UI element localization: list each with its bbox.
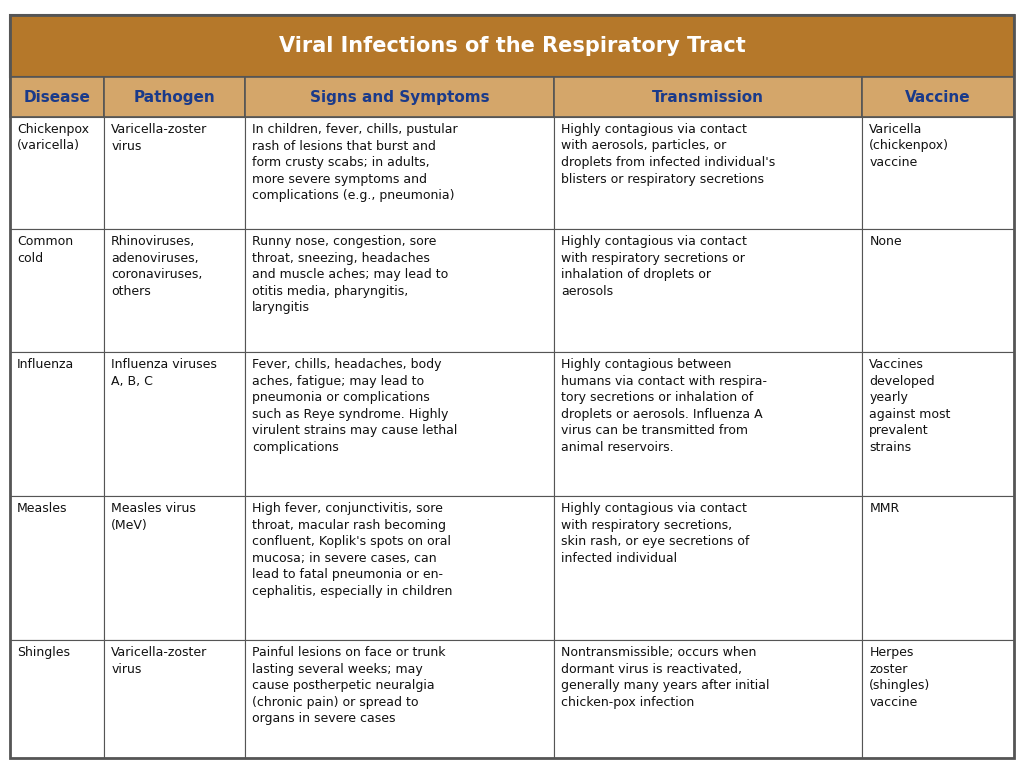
- Bar: [554, 117, 862, 229]
- Bar: [862, 352, 1014, 496]
- Bar: [862, 117, 1014, 229]
- Bar: [104, 496, 246, 641]
- Text: Transmission: Transmission: [652, 90, 764, 104]
- Bar: [246, 117, 554, 229]
- Text: Signs and Symptoms: Signs and Symptoms: [310, 90, 489, 104]
- Bar: [862, 496, 1014, 641]
- Bar: [246, 352, 554, 496]
- Bar: [862, 77, 1014, 117]
- Text: Runny nose, congestion, sore
throat, sneezing, headaches
and muscle aches; may l: Runny nose, congestion, sore throat, sne…: [252, 235, 449, 314]
- Text: Vaccine: Vaccine: [905, 90, 971, 104]
- Bar: [104, 77, 246, 117]
- Text: Disease: Disease: [24, 90, 90, 104]
- Bar: [10, 117, 104, 229]
- Text: Highly contagious via contact
with respiratory secretions,
skin rash, or eye sec: Highly contagious via contact with respi…: [561, 502, 750, 564]
- Text: Pathogen: Pathogen: [134, 90, 216, 104]
- Bar: [554, 352, 862, 496]
- Bar: [10, 15, 1014, 77]
- Bar: [104, 641, 246, 758]
- Text: In children, fever, chills, pustular
rash of lesions that burst and
form crusty : In children, fever, chills, pustular ras…: [252, 123, 458, 202]
- Bar: [862, 641, 1014, 758]
- Text: Chickenpox
(varicella): Chickenpox (varicella): [17, 123, 89, 153]
- Text: Viral Infections of the Respiratory Tract: Viral Infections of the Respiratory Trac…: [279, 36, 745, 56]
- Bar: [10, 496, 104, 641]
- Bar: [246, 77, 554, 117]
- Bar: [10, 641, 104, 758]
- Text: Influenza viruses
A, B, C: Influenza viruses A, B, C: [112, 358, 217, 388]
- Bar: [10, 77, 104, 117]
- Text: Highly contagious between
humans via contact with respira-
tory secretions or in: Highly contagious between humans via con…: [561, 358, 767, 454]
- Bar: [554, 496, 862, 641]
- Text: MMR: MMR: [869, 502, 900, 515]
- Text: Fever, chills, headaches, body
aches, fatigue; may lead to
pneumonia or complica: Fever, chills, headaches, body aches, fa…: [252, 358, 458, 454]
- Bar: [246, 641, 554, 758]
- Text: Painful lesions on face or trunk
lasting several weeks; may
cause postherpetic n: Painful lesions on face or trunk lasting…: [252, 647, 445, 726]
- Text: Vaccines
developed
yearly
against most
prevalent
strains: Vaccines developed yearly against most p…: [869, 358, 950, 454]
- Bar: [104, 352, 246, 496]
- Text: Varicella
(chickenpox)
vaccine: Varicella (chickenpox) vaccine: [869, 123, 949, 169]
- Text: Measles: Measles: [17, 502, 68, 515]
- Bar: [10, 229, 104, 352]
- Bar: [554, 641, 862, 758]
- Bar: [554, 77, 862, 117]
- Text: Influenza: Influenza: [17, 358, 75, 371]
- Text: Highly contagious via contact
with respiratory secretions or
inhalation of dropl: Highly contagious via contact with respi…: [561, 235, 746, 298]
- Bar: [104, 117, 246, 229]
- Bar: [104, 229, 246, 352]
- Text: Common
cold: Common cold: [17, 235, 73, 265]
- Bar: [246, 496, 554, 641]
- Bar: [10, 352, 104, 496]
- Bar: [246, 229, 554, 352]
- Bar: [554, 229, 862, 352]
- Bar: [862, 229, 1014, 352]
- Text: Rhinoviruses,
adenoviruses,
coronaviruses,
others: Rhinoviruses, adenoviruses, coronaviruse…: [112, 235, 203, 298]
- Text: Measles virus
(MeV): Measles virus (MeV): [112, 502, 196, 531]
- Text: Varicella-zoster
virus: Varicella-zoster virus: [112, 647, 208, 676]
- Text: None: None: [869, 235, 902, 248]
- Text: Shingles: Shingles: [17, 647, 70, 660]
- Text: High fever, conjunctivitis, sore
throat, macular rash becoming
confluent, Koplik: High fever, conjunctivitis, sore throat,…: [252, 502, 453, 598]
- Text: Herpes
zoster
(shingles)
vaccine: Herpes zoster (shingles) vaccine: [869, 647, 931, 709]
- Text: Highly contagious via contact
with aerosols, particles, or
droplets from infecte: Highly contagious via contact with aeros…: [561, 123, 775, 186]
- Text: Nontransmissible; occurs when
dormant virus is reactivated,
generally many years: Nontransmissible; occurs when dormant vi…: [561, 647, 769, 709]
- Text: Varicella-zoster
virus: Varicella-zoster virus: [112, 123, 208, 153]
